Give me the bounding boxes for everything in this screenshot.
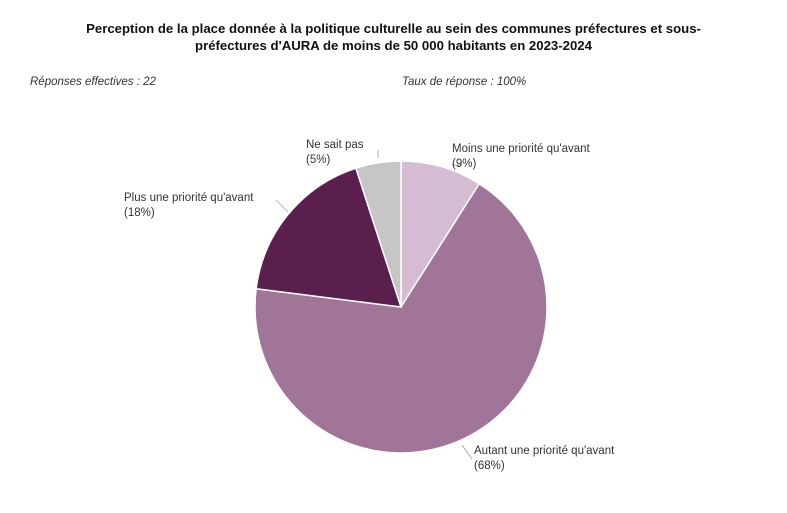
slice-percent-3: (5%) — [306, 154, 330, 166]
pie-slice-3 — [354, 160, 402, 308]
leader-line-1 — [461, 444, 473, 460]
chart-title: Perception de la place donnée à la polit… — [20, 20, 767, 54]
pie-slice-2 — [255, 167, 403, 308]
leader-line-2 — [275, 199, 289, 213]
slice-percent-1: (68%) — [474, 460, 505, 472]
slice-label-1: Autant une priorité qu'avant — [474, 445, 615, 457]
response-rate: Taux de réponse : 100% — [402, 76, 527, 88]
slice-label-3: Ne sait pas — [306, 139, 364, 151]
responses-count: Réponses effectives : 22 — [30, 76, 156, 88]
slice-percent-0: (9%) — [452, 158, 476, 170]
slice-label-2: Plus une priorité qu'avant — [124, 192, 254, 204]
slice-percent-2: (18%) — [124, 207, 155, 219]
chart-title-line-2: préfectures d'AURA de moins de 50 000 ha… — [195, 38, 592, 53]
pie-slice-0 — [400, 160, 481, 310]
slice-label-0: Moins une priorité qu'avant — [452, 143, 591, 155]
chart-title-line-1: Perception de la place donnée à la polit… — [86, 21, 701, 36]
pie-slice-1 — [254, 182, 548, 454]
